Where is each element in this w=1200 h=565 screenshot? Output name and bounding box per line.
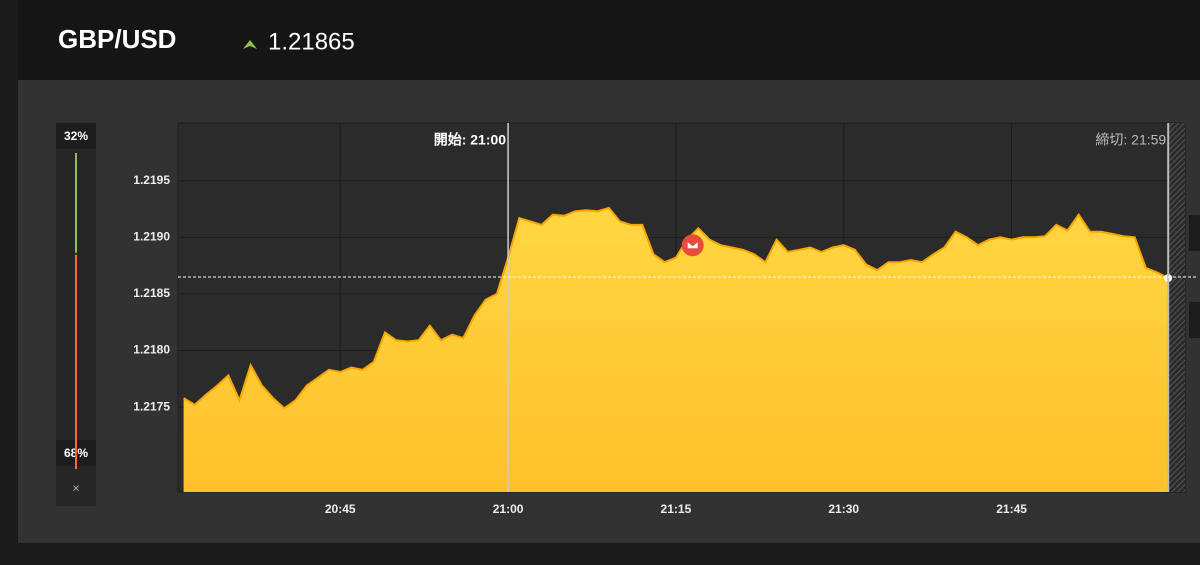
price-line bbox=[183, 206, 1169, 410]
close-button[interactable]: × bbox=[72, 480, 80, 495]
sentiment-up-label: 32% bbox=[64, 129, 88, 143]
side-button[interactable] bbox=[1189, 302, 1200, 338]
closed-region bbox=[1168, 123, 1185, 492]
event-icon bbox=[687, 242, 698, 249]
current-price: 1.21865 bbox=[268, 28, 355, 55]
sentiment-top bbox=[56, 123, 96, 149]
x-tick-label: 21:15 bbox=[661, 502, 692, 516]
end-label: 締切: 21:59 bbox=[1095, 132, 1166, 148]
up-arrow-icon bbox=[243, 40, 257, 49]
x-tick-label: 21:00 bbox=[493, 502, 524, 516]
start-label: 開始: 21:00 bbox=[434, 132, 507, 148]
y-tick-label: 1.2180 bbox=[133, 343, 170, 357]
y-tick-label: 1.2195 bbox=[133, 173, 170, 187]
header-bar bbox=[18, 0, 1200, 80]
sentiment-bar bbox=[75, 254, 77, 469]
event-marker bbox=[681, 234, 704, 257]
pair-name: GBP/USD bbox=[58, 24, 176, 54]
x-tick-label: 21:30 bbox=[828, 502, 859, 516]
side-button[interactable] bbox=[1189, 215, 1200, 251]
x-tick-label: 21:45 bbox=[996, 502, 1027, 516]
y-tick-label: 1.2175 bbox=[133, 399, 170, 413]
x-tick-label: 20:45 bbox=[325, 502, 356, 516]
area-fill bbox=[183, 207, 1169, 492]
sentiment-bar bbox=[75, 153, 77, 253]
y-tick-label: 1.2185 bbox=[133, 286, 170, 300]
y-tick-label: 1.2190 bbox=[133, 229, 170, 243]
